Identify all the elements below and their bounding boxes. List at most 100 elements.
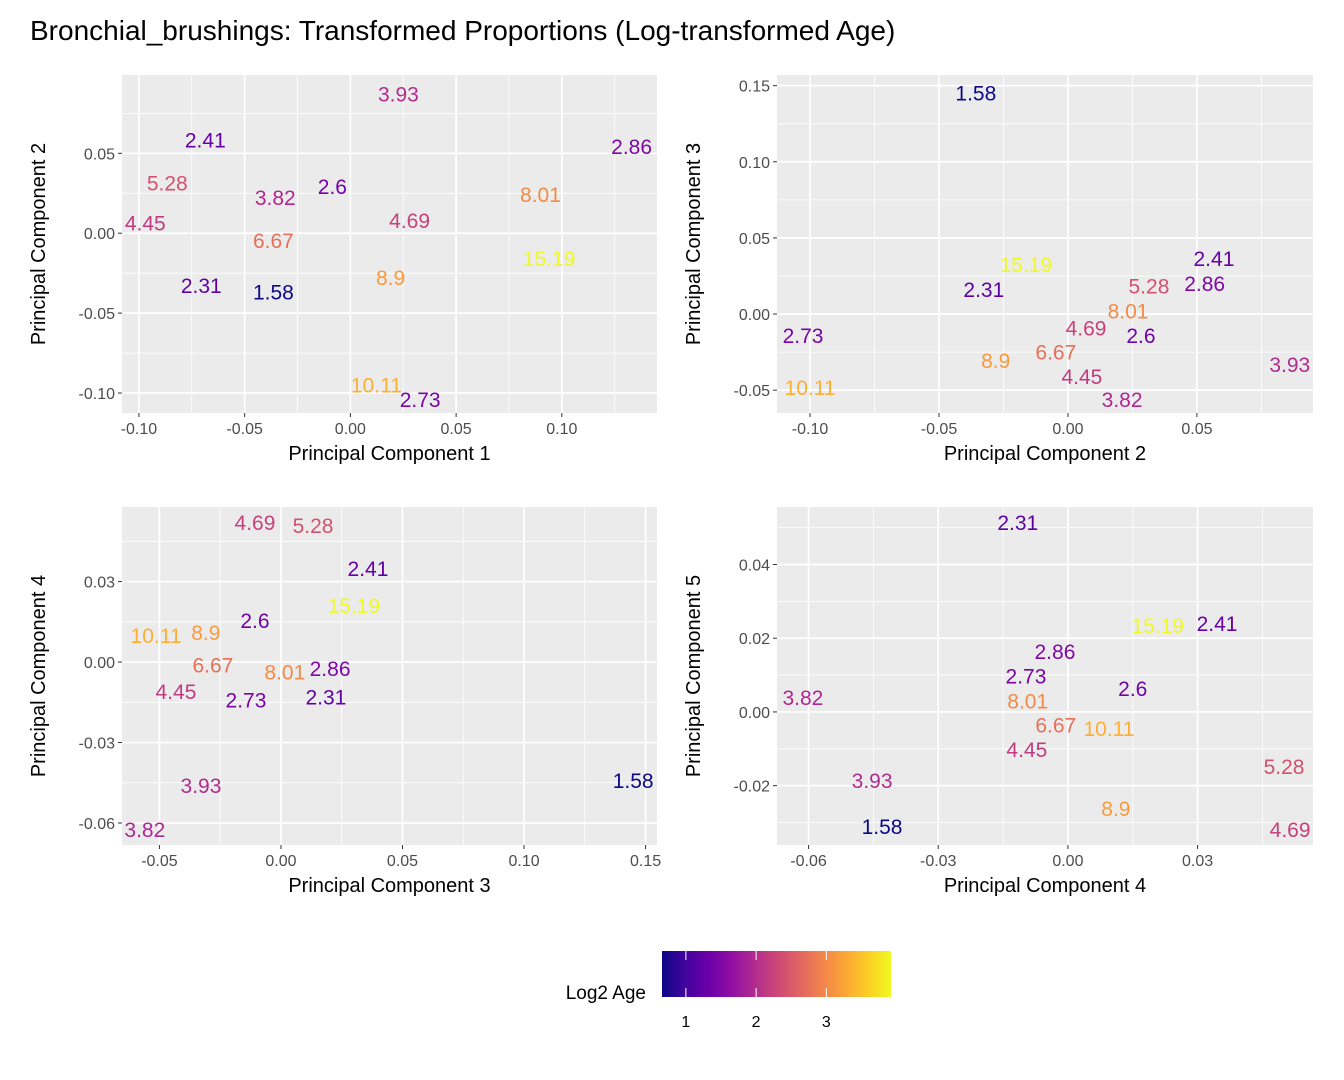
point-label: 2.41 <box>185 130 226 153</box>
point-label: 15.19 <box>523 248 576 271</box>
point-label: 10.11 <box>1083 718 1134 741</box>
chart-title: Bronchial_brushings: Transformed Proport… <box>30 15 895 46</box>
point-label: 8.01 <box>520 184 561 207</box>
point-label: 8.9 <box>191 622 220 645</box>
colorbar-tick-label: 1 <box>681 1014 690 1031</box>
panel-background <box>122 507 657 845</box>
x-tick-label: -0.10 <box>792 421 829 438</box>
x-axis-title: Principal Component 4 <box>944 875 1146 897</box>
point-label: 4.69 <box>235 512 276 535</box>
y-axis-title: Principal Component 3 <box>683 143 705 345</box>
point-label: 1.58 <box>862 816 903 839</box>
point-label: 4.69 <box>389 210 430 233</box>
y-tick-label: -0.02 <box>734 779 771 796</box>
y-tick-label: -0.06 <box>79 816 116 833</box>
point-label: 5.28 <box>1129 276 1170 299</box>
point-label: 6.67 <box>192 654 233 677</box>
point-label: 3.82 <box>1102 389 1143 412</box>
point-label: 8.01 <box>1007 690 1048 713</box>
panel-2: -0.10 -0.05 0.00 0.05 -0.05 0.00 0.05 0.10 0.15 P… <box>683 75 1313 465</box>
point-label: 2.6 <box>1118 678 1147 701</box>
point-label: 8.01 <box>264 661 305 684</box>
y-tick-label: 0.02 <box>739 631 770 648</box>
panel-3: -0.05 0.00 0.05 0.10 0.15 -0.06 -0.03 0.00 0.03 P… <box>28 507 661 897</box>
colorbar-tick-label: 2 <box>752 1014 761 1031</box>
x-tick-label: -0.05 <box>226 421 263 438</box>
point-label: 3.93 <box>1269 354 1310 377</box>
point-label: 8.9 <box>1101 798 1130 821</box>
y-tick-label: 0.05 <box>739 231 770 248</box>
point-label: 4.45 <box>156 681 197 704</box>
point-label: 5.28 <box>1264 756 1305 779</box>
y-tick-label: -0.10 <box>79 386 116 403</box>
point-label: 2.31 <box>305 686 346 709</box>
point-label: 2.31 <box>963 279 1004 302</box>
point-label: 2.41 <box>1197 613 1238 636</box>
point-label: 3.93 <box>181 775 222 798</box>
point-label: 5.28 <box>293 515 334 538</box>
point-label: 6.67 <box>1035 715 1076 738</box>
x-tick-label: 0.05 <box>1181 421 1212 438</box>
point-labels: 3.93 2.41 2.86 5.28 3.82 2.6 8.01 4.45 4.69 6.67 1… <box>125 83 652 412</box>
point-label: 3.82 <box>124 819 165 842</box>
x-tick-label: 0.05 <box>387 853 418 870</box>
point-label: 8.01 <box>1108 301 1149 324</box>
point-label: 3.82 <box>255 187 296 210</box>
panel-background <box>777 75 1313 413</box>
point-labels: 2.31 15.19 2.41 2.86 2.6 3.82 2.738.016.674.45… <box>782 512 1310 842</box>
point-label: 2.41 <box>1194 248 1235 271</box>
x-tick-label: 0.00 <box>265 853 296 870</box>
y-tick-label: 0.03 <box>84 575 115 592</box>
point-label: 2.73 <box>783 325 824 348</box>
point-label: 2.6 <box>318 176 347 199</box>
point-labels: 4.69 5.28 2.41 15.19 2.6 10.11 8.9 6.67 2.86 4.45… <box>124 512 653 842</box>
y-tick-label: 0.00 <box>739 705 770 722</box>
panel-4: -0.06 -0.03 0.00 0.03 -0.02 0.00 0.02 0.04 Princ… <box>683 507 1313 897</box>
point-label: 2.86 <box>1184 273 1225 296</box>
y-axis-title: Principal Component 5 <box>683 575 705 777</box>
point-label: 2.6 <box>240 610 269 633</box>
point-label: 2.6 <box>1126 325 1155 348</box>
y-tick-label: 0.00 <box>84 226 115 243</box>
point-label: 10.11 <box>785 377 836 400</box>
x-tick-label: 0.00 <box>1052 421 1083 438</box>
y-tick-label: 0.15 <box>739 79 770 96</box>
x-tick-label: -0.05 <box>141 853 178 870</box>
point-label: 2.86 <box>310 658 351 681</box>
x-tick-label: -0.03 <box>920 853 957 870</box>
point-label: 2.73 <box>226 690 267 713</box>
point-label: 5.28 <box>147 173 188 196</box>
point-label: 2.31 <box>181 275 222 298</box>
point-label: 8.9 <box>981 350 1010 373</box>
y-tick-label: -0.03 <box>79 736 116 753</box>
x-tick-label: -0.10 <box>121 421 158 438</box>
point-label: 10.11 <box>131 625 182 648</box>
x-tick-label: 0.10 <box>546 421 577 438</box>
point-label: 2.73 <box>400 389 441 412</box>
colorbar-tick-label: 3 <box>822 1014 831 1031</box>
y-tick-label: 0.00 <box>84 655 115 672</box>
x-tick-label: -0.06 <box>790 853 827 870</box>
point-label: 1.58 <box>955 83 996 106</box>
point-label: 2.86 <box>611 136 652 159</box>
point-label: 8.9 <box>376 267 405 290</box>
point-label: 4.45 <box>125 213 166 236</box>
point-label: 2.86 <box>1035 641 1076 664</box>
x-tick-label: 0.00 <box>1052 853 1083 870</box>
y-tick-label: 0.10 <box>739 155 770 172</box>
x-tick-label: 0.00 <box>335 421 366 438</box>
point-label: 15.19 <box>1000 254 1053 277</box>
x-axis-title: Principal Component 3 <box>288 875 490 897</box>
point-label: 1.58 <box>253 281 294 304</box>
point-label: 15.19 <box>1132 615 1185 638</box>
y-tick-label: -0.05 <box>79 306 116 323</box>
point-label: 6.67 <box>253 230 294 253</box>
point-label: 4.69 <box>1270 819 1311 842</box>
y-axis-title: Principal Component 2 <box>28 143 50 345</box>
x-tick-label: 0.15 <box>630 853 661 870</box>
point-label: 2.31 <box>997 512 1038 535</box>
y-tick-label: 0.00 <box>739 307 770 324</box>
colorbar <box>662 951 891 997</box>
x-tick-label: -0.05 <box>921 421 958 438</box>
